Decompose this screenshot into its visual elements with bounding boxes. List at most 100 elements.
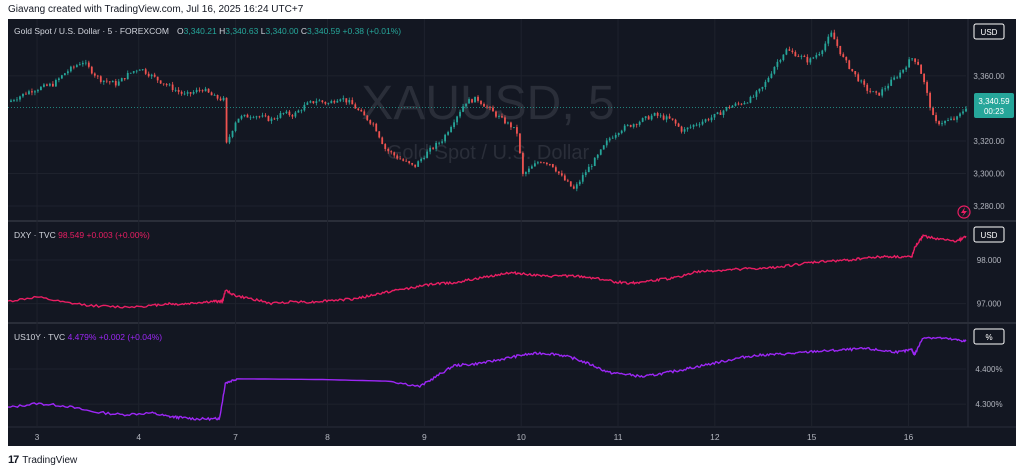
candle-body	[447, 132, 449, 135]
candle-body	[644, 116, 647, 119]
candle-body	[560, 173, 563, 176]
candle-body	[683, 129, 686, 132]
candle-body	[728, 107, 731, 108]
candle-body	[132, 71, 135, 73]
candle-body	[222, 97, 225, 101]
candle-body	[108, 81, 111, 83]
candle-body	[498, 116, 500, 117]
x-tick-label: 10	[516, 432, 526, 442]
candle-body	[938, 121, 940, 125]
candle-body	[617, 133, 620, 135]
candle-body	[743, 102, 746, 105]
candle-body	[93, 73, 96, 76]
candle-body	[186, 92, 189, 94]
candle-body	[668, 116, 671, 119]
candle-body	[653, 112, 656, 116]
candle-body	[719, 112, 722, 115]
candle-body	[408, 161, 411, 164]
y-tick-label: 3,280.00	[973, 202, 1005, 211]
candle-body	[875, 91, 878, 93]
candle-body	[839, 45, 842, 55]
candle-body	[114, 81, 117, 86]
candle-body	[932, 107, 934, 116]
candle-body	[525, 172, 527, 174]
candle-body	[264, 115, 267, 117]
candle-body	[297, 110, 300, 113]
candle-body	[468, 99, 470, 104]
candle-body	[563, 175, 566, 181]
candle-body	[863, 80, 866, 85]
candle-body	[854, 71, 857, 75]
candle-body	[120, 78, 123, 82]
chart-frame: XAUUSD, 5 Gold Spot / U.S. Dollar 3 4 7 8 9 1…	[7, 19, 1016, 446]
watermark-symbol: XAUUSD, 5	[361, 77, 614, 130]
gold-unit-badge[interactable]	[973, 23, 1005, 40]
candle-body	[605, 140, 608, 146]
candle-body	[147, 73, 150, 77]
candle-body	[255, 116, 258, 118]
candle-body	[174, 89, 177, 91]
candle-body	[270, 118, 273, 122]
candle-body	[716, 112, 719, 114]
candle-body	[210, 92, 213, 96]
candle-body	[623, 125, 626, 131]
candle-body	[423, 157, 426, 159]
candle-body	[614, 134, 617, 138]
dxy-unit-badge[interactable]	[973, 226, 1005, 243]
candle-body	[372, 123, 375, 125]
candle-body	[692, 124, 695, 127]
candle-body	[545, 162, 548, 165]
candle-body	[312, 101, 315, 104]
candle-body	[441, 141, 443, 143]
candle-body	[363, 111, 366, 116]
candle-body	[102, 80, 105, 82]
candle-body	[722, 110, 725, 115]
candle-body	[276, 117, 279, 119]
candle-body	[333, 101, 336, 103]
gold-ohlc-legend: O3,340.21 H3,340.63 L3,340.00 C3,340.59 …	[177, 26, 401, 36]
candle-body	[824, 43, 827, 51]
candle-body	[803, 55, 806, 57]
candle-body	[243, 114, 246, 117]
candle-body	[228, 136, 231, 143]
x-tick-label: 3	[35, 432, 40, 442]
candle-body	[872, 91, 875, 93]
y-tick-label: 3,300.00	[973, 169, 1005, 178]
candle-body	[638, 121, 641, 125]
candle-body	[46, 84, 48, 86]
candle-body	[725, 107, 728, 111]
candle-body	[791, 50, 794, 53]
candle-body	[944, 120, 946, 124]
candle-body	[878, 92, 881, 96]
candle-body	[590, 165, 593, 167]
candle-body	[150, 74, 153, 77]
alert-lightning-icon[interactable]	[957, 205, 971, 219]
candle-body	[869, 90, 872, 92]
candle-body	[81, 62, 84, 65]
candle-body	[641, 118, 644, 122]
candle-body	[315, 101, 318, 104]
y-tick-label: 98.000	[977, 256, 1002, 265]
candle-body	[22, 93, 24, 97]
candle-body	[731, 105, 734, 108]
candle-body	[375, 123, 378, 132]
candle-body	[941, 123, 943, 125]
candle-body	[252, 117, 255, 119]
candle-body	[390, 151, 393, 153]
candle-body	[704, 119, 707, 122]
candle-body	[962, 111, 964, 114]
gold-open-label: O	[177, 26, 184, 36]
candle-body	[279, 113, 282, 118]
candle-body	[507, 122, 509, 124]
candle-body	[144, 69, 147, 74]
candle-body	[306, 102, 309, 105]
candle-body	[893, 77, 896, 80]
candle-body	[920, 64, 922, 74]
us10y-unit-badge[interactable]	[973, 328, 1005, 345]
tradingview-logo-icon: 17	[8, 454, 19, 466]
candle-body	[426, 151, 429, 158]
candle-body	[842, 54, 845, 58]
candle-body	[809, 58, 812, 63]
candle-body	[366, 115, 369, 121]
candle-body	[273, 118, 276, 120]
